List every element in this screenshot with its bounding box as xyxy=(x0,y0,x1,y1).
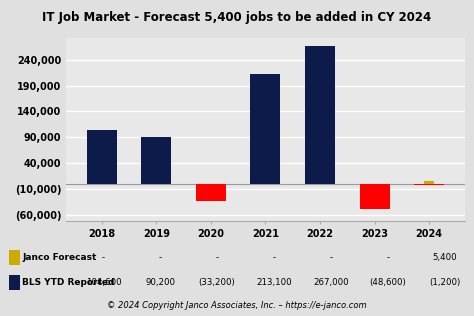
Text: (33,200): (33,200) xyxy=(199,278,236,287)
Text: 267,000: 267,000 xyxy=(313,278,349,287)
Text: (48,600): (48,600) xyxy=(369,278,406,287)
Text: BLS YTD Reported: BLS YTD Reported xyxy=(22,278,115,287)
Text: (1,200): (1,200) xyxy=(429,278,460,287)
Text: -: - xyxy=(273,253,275,262)
Bar xyxy=(87,130,117,184)
Text: -: - xyxy=(216,253,219,262)
Text: IT Job Market - Forecast 5,400 jobs to be added in CY 2024: IT Job Market - Forecast 5,400 jobs to b… xyxy=(42,11,432,24)
Bar xyxy=(141,137,172,184)
Text: 90,200: 90,200 xyxy=(145,278,175,287)
Bar xyxy=(359,184,390,209)
Bar xyxy=(414,184,444,185)
Text: 213,100: 213,100 xyxy=(256,278,292,287)
Bar xyxy=(305,46,335,184)
Bar xyxy=(424,181,434,184)
Text: -: - xyxy=(329,253,332,262)
Text: © 2024 Copyright Janco Associates, Inc. – https://e-janco.com: © 2024 Copyright Janco Associates, Inc. … xyxy=(107,301,367,310)
Text: -: - xyxy=(102,253,105,262)
Text: -: - xyxy=(386,253,389,262)
Bar xyxy=(250,74,281,184)
Text: 5,400: 5,400 xyxy=(432,253,457,262)
Bar xyxy=(196,184,226,201)
Text: 104,600: 104,600 xyxy=(85,278,121,287)
Text: -: - xyxy=(159,253,162,262)
Text: Janco Forecast: Janco Forecast xyxy=(22,253,97,262)
